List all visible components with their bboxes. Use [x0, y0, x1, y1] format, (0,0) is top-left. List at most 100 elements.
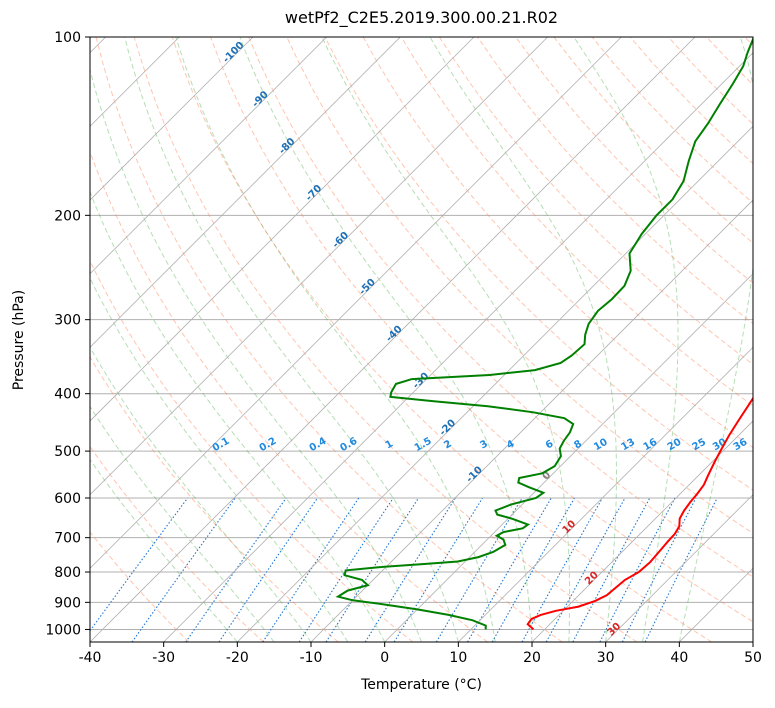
y-tick-label: 900: [54, 595, 81, 611]
dry-adiabat: [400, 37, 753, 407]
dry-adiabat: [90, 150, 488, 642]
moist-adiabat: [90, 67, 422, 642]
x-tick-label: 40: [670, 650, 688, 666]
isotherm: [605, 494, 753, 642]
isotherm-label: 30: [606, 621, 624, 639]
isotherm-label: -30: [411, 371, 432, 392]
mixing-ratio-line: [644, 497, 718, 642]
isotherm: [90, 37, 254, 201]
moist-adiabat: [239, 37, 533, 642]
x-tick-label: 10: [449, 650, 467, 666]
dry-adiabat: [438, 37, 753, 366]
isotherm: [90, 37, 548, 496]
y-tick-label: 400: [54, 387, 81, 403]
moist-adiabat: [90, 405, 275, 642]
mixing-ratio-line: [599, 497, 676, 642]
mixing-ratio-line: [364, 497, 456, 642]
isotherm: [90, 37, 327, 275]
mixing-ratio-line: [218, 497, 318, 642]
plot-frame: [89, 36, 754, 643]
isotherm-label: 10: [561, 519, 579, 537]
isotherm: [90, 37, 475, 422]
dry-adiabat: [706, 37, 753, 86]
x-tick-label: -40: [79, 650, 102, 666]
moist-adiabat: [429, 37, 617, 642]
moist-adiabat: [90, 190, 386, 642]
moist-adiabat: [90, 458, 238, 642]
mixing-ratio-lines: [90, 497, 718, 642]
isotherm: [458, 346, 753, 642]
isotherm: [237, 125, 753, 642]
isotherms: [0, 37, 753, 642]
isotherm: [90, 37, 622, 569]
isotherm: [163, 52, 753, 642]
mixing-ratio-line: [435, 497, 523, 642]
moist-adiabat: [321, 37, 571, 642]
dry-adiabat: [90, 356, 339, 642]
isotherm-label: -20: [438, 418, 459, 439]
x-tick-label: -30: [152, 650, 175, 666]
mixing-ratio-line: [621, 497, 697, 642]
isotherm: [531, 420, 753, 642]
isotherm-label: -90: [250, 89, 271, 110]
dry-adiabat: [210, 37, 753, 623]
dry-adiabat: [248, 37, 753, 578]
mixing-ratio-label: 6: [544, 438, 556, 451]
mixing-ratio-line: [90, 497, 189, 632]
dry-adiabat: [95, 37, 563, 642]
dry-adiabat: [90, 445, 264, 642]
x-tick-label: 0: [380, 650, 389, 666]
y-tick-label: 800: [54, 565, 81, 581]
mixing-ratio-label: 1: [384, 438, 396, 451]
x-tick-label: -10: [300, 650, 323, 666]
mixing-ratio-line: [262, 497, 360, 642]
moist-adiabat: [90, 277, 349, 642]
isotherm-label: 40: [628, 672, 646, 690]
mixing-ratio-label: 3: [478, 438, 490, 451]
y-tick-label: 600: [54, 491, 81, 507]
mixing-ratio-line: [491, 497, 575, 642]
isotherm: [752, 641, 753, 642]
isotherm: [384, 273, 753, 642]
sounding-series: [335, 37, 753, 631]
dry-adiabat: [515, 37, 753, 284]
x-tick-label: 30: [597, 650, 615, 666]
moist-adiabat: [573, 37, 679, 642]
isotherm: [90, 37, 696, 642]
y-tick-label: 200: [54, 208, 81, 224]
axis-ticks: -40 -30 -20 -10 0 10 20 30 40 50 100 200 300 400 500 60…: [45, 30, 762, 666]
moist-adiabat: [124, 37, 459, 642]
moist-adiabat: [175, 37, 496, 642]
dry-adiabat: [591, 37, 753, 204]
y-tick-label: 100: [54, 30, 81, 46]
chart-title: wetPf2_C2E5.2019.300.00.21.R02: [284, 8, 559, 27]
isotherm: [310, 199, 753, 642]
mixing-ratio-line: [572, 497, 651, 642]
mixing-ratio-line: [325, 497, 419, 642]
mixing-ratio-line: [393, 497, 483, 642]
dry-adiabat: [133, 37, 638, 642]
x-tick-label: 50: [744, 650, 762, 666]
dry-adiabat: [744, 37, 753, 47]
isotherm-label: -70: [304, 183, 325, 204]
dry-adiabat: [171, 37, 712, 642]
y-tick-label: 500: [54, 444, 81, 460]
isotherm: [679, 567, 753, 642]
dewpoint-line: [335, 37, 753, 630]
dry-adiabat: [90, 531, 190, 642]
y-tick-label: 300: [54, 313, 81, 329]
dry-adiabat: [668, 37, 753, 125]
dry-adiabat: [324, 37, 753, 491]
mixing-ratio-line: [545, 497, 626, 642]
moist-adiabats: [90, 37, 753, 642]
mixing-ratio-label: 8: [572, 438, 584, 451]
y-tick-label: 1000: [45, 622, 81, 638]
x-tick-label: 20: [523, 650, 541, 666]
temperature-line: [526, 396, 753, 631]
isotherm-label: -10: [464, 465, 485, 486]
moist-adiabat: [678, 37, 753, 642]
mixing-ratio-label: 4: [505, 438, 517, 451]
isotherm: [0, 37, 32, 642]
x-axis-label: Temperature (°C): [361, 677, 482, 693]
